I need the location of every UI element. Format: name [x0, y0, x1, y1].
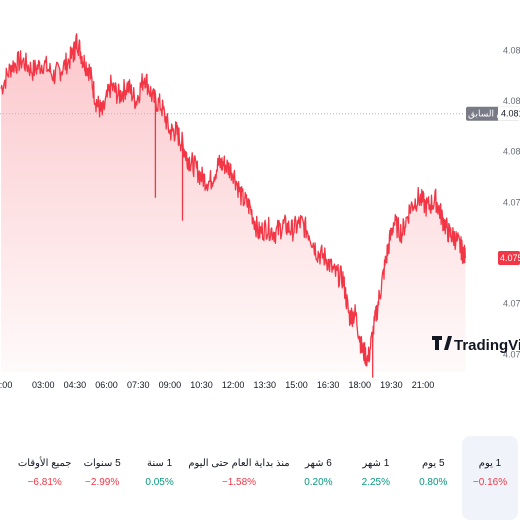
y-tick-label: 4.0780: [503, 197, 520, 207]
period-tab[interactable]: 1 شهر 2.25%: [347, 436, 404, 520]
period-change-value: 2.25%: [361, 477, 390, 488]
y-tick-label: 4.0720: [503, 349, 520, 359]
y-tick-label: 4.0800: [503, 147, 520, 157]
tradingview-logo: TradingView: [432, 336, 520, 354]
period-tab[interactable]: جميع الأوقات −6.81%: [16, 436, 73, 520]
period-label: 1 يوم: [478, 458, 502, 469]
previous-close-value: 4.0815: [501, 109, 520, 119]
y-tick-label: 4.0840: [503, 45, 520, 55]
price-chart[interactable]: 4.0840 4.0820 4.0800 4.0780 4.0740 4.0720 الإغ…: [0, 0, 520, 400]
x-tick-label: 13:30: [254, 380, 277, 390]
period-label: 6 شهر: [304, 458, 332, 469]
period-change-value: −6.81%: [27, 477, 62, 488]
period-tab[interactable]: 6 شهر 0.20%: [290, 436, 347, 520]
period-change-value: 0.05%: [145, 477, 174, 488]
performance-periods: 1 يوم −0.16% 5 يوم 0.80% 1 شهر 2.25% 6 شهر 0.20…: [0, 436, 520, 520]
period-label: 5 سنوات: [83, 458, 121, 469]
period-label: جميع الأوقات: [17, 458, 72, 469]
x-tick-label: 07:30: [127, 380, 150, 390]
period-change-value: 0.20%: [304, 477, 333, 488]
x-tick-label: 01:00: [0, 380, 12, 390]
chart-canvas[interactable]: 4.0840 4.0820 4.0800 4.0780 4.0740 4.0720 الإغ…: [0, 0, 520, 400]
x-tick-label: 03:00: [32, 380, 55, 390]
period-tab[interactable]: 5 سنوات −2.99%: [73, 436, 130, 520]
period-tab[interactable]: 1 سنة 0.05%: [131, 436, 188, 520]
x-tick-label: 10:30: [190, 380, 213, 390]
previous-close-label: الإغلاق السابق: [468, 109, 520, 120]
tradingview-logo-icon: [432, 336, 452, 350]
last-price-value: 4.0758: [500, 253, 520, 263]
period-label: 1 شهر: [362, 458, 390, 469]
price-area-fill: [1, 33, 466, 378]
previous-close-value-bg: [498, 106, 520, 121]
x-tick-label: 04:30: [64, 380, 87, 390]
period-label: 1 سنة: [147, 458, 173, 469]
x-tick-label: 12:00: [222, 380, 245, 390]
period-label: 5 يوم: [422, 458, 445, 469]
x-tick-label: 09:00: [159, 380, 182, 390]
x-tick-label: 21:00: [412, 380, 435, 390]
y-tick-label: 4.0740: [503, 299, 520, 309]
x-tick-label: 18:00: [348, 380, 371, 390]
y-tick-label: 4.0820: [503, 96, 520, 106]
period-tab[interactable]: 1 يوم −0.16%: [462, 436, 518, 520]
period-change-value: −2.99%: [85, 477, 120, 488]
period-tab[interactable]: منذ بداية العام حتى اليوم −1.58%: [188, 436, 289, 520]
period-tab[interactable]: 5 يوم 0.80%: [405, 436, 462, 520]
x-tick-label: 19:30: [380, 380, 403, 390]
x-tick-label: 06:00: [95, 380, 118, 390]
price-line[interactable]: [0, 33, 466, 378]
period-label: منذ بداية العام حتى اليوم: [188, 458, 290, 469]
last-price-tag: [498, 251, 520, 266]
x-tick-label: 15:00: [285, 380, 308, 390]
x-tick-label: 16:30: [317, 380, 340, 390]
period-change-value: −0.16%: [472, 477, 508, 488]
period-change-value: −1.58%: [221, 477, 257, 488]
period-change-value: 0.80%: [419, 477, 448, 488]
tradingview-watermark: TradingView: [454, 337, 520, 354]
